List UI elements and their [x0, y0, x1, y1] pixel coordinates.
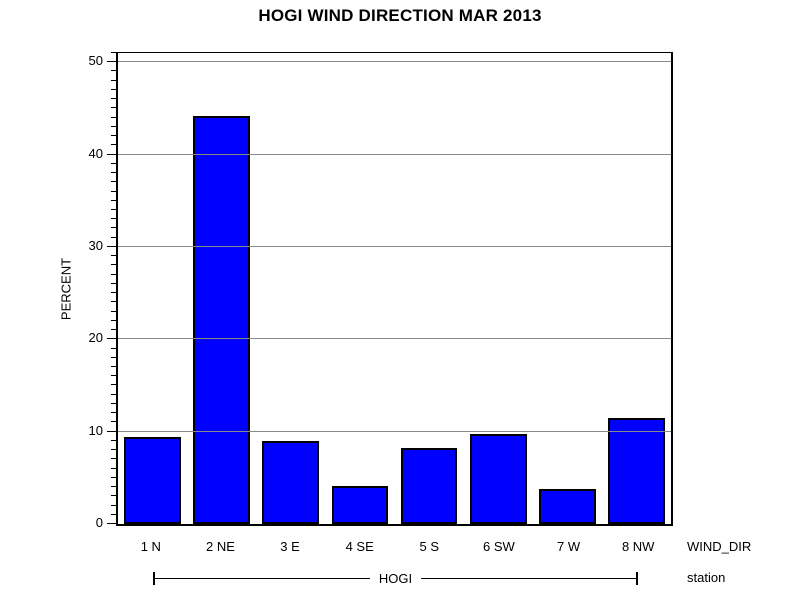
y-minor-tick-23: [111, 311, 116, 312]
y-minor-tick-1: [111, 514, 116, 515]
x-tick-label-1-n: 1 N: [140, 539, 161, 554]
y-minor-tick-42: [111, 135, 116, 136]
y-minor-tick-19: [111, 348, 116, 349]
y-minor-tick-21: [111, 329, 116, 330]
y-minor-tick-33: [111, 218, 116, 219]
y-minor-tick-49: [111, 70, 116, 71]
y-minor-tick-41: [111, 144, 116, 145]
plot-area: [116, 52, 673, 526]
y-major-tick-40: [107, 154, 116, 155]
station-bracket: HOGI: [153, 571, 639, 586]
y-minor-tick-37: [111, 181, 116, 182]
bar-1-n: [124, 437, 181, 524]
y-axis-tick-labels: 0 10 20 30 40 50: [56, 52, 103, 530]
y-minor-tick-7: [111, 458, 116, 459]
y-minor-tick-16: [111, 375, 116, 376]
x-tick-label-2-ne: 2 NE: [205, 539, 235, 554]
y-minor-tick-34: [111, 209, 116, 210]
bar-3-e: [262, 440, 320, 524]
gridline-40: [118, 153, 671, 155]
station-axis-label: station: [687, 570, 726, 585]
bar-4-se: [331, 486, 389, 524]
y-minor-tick-4: [111, 486, 116, 487]
y-minor-tick-51: [111, 52, 116, 53]
bar-7-w: [538, 488, 596, 524]
y-minor-tick-36: [111, 191, 116, 192]
y-minor-tick-2: [111, 505, 116, 506]
x-tick-label-4-se: 4 SE: [345, 539, 374, 554]
y-tick-label-50: 50: [88, 53, 103, 68]
chart-title: HOGI WIND DIRECTION MAR 2013: [258, 6, 542, 25]
y-minor-tick-13: [111, 403, 116, 404]
bar-2-ne: [193, 115, 251, 524]
gridline-10: [118, 430, 671, 432]
y-minor-tick-26: [111, 283, 116, 284]
y-minor-tick-29: [111, 255, 116, 256]
y-tick-label-30: 30: [88, 238, 103, 253]
y-major-tick-30: [107, 246, 116, 247]
y-minor-tick-12: [111, 412, 116, 413]
y-minor-tick-15: [111, 384, 116, 385]
y-minor-tick-44: [111, 117, 116, 118]
bracket-line-right: [421, 578, 637, 579]
y-minor-tick-3: [111, 495, 116, 496]
x-tick-label-3-e: 3 E: [280, 539, 300, 554]
x-tick-label-8-nw: 8 NW: [621, 539, 655, 554]
y-minor-tick-8: [111, 449, 116, 450]
gridline-30: [118, 245, 671, 247]
gridline-20: [118, 338, 671, 340]
y-minor-tick-28: [111, 264, 116, 265]
y-minor-tick-22: [111, 320, 116, 321]
y-minor-tick-43: [111, 126, 116, 127]
y-minor-tick-47: [111, 89, 116, 90]
y-minor-tick-46: [111, 98, 116, 99]
bracket-line-left: [155, 578, 370, 579]
y-minor-tick-17: [111, 366, 116, 367]
bar-8-nw: [608, 417, 665, 524]
bar-5-s: [400, 448, 458, 524]
y-minor-tick-25: [111, 292, 116, 293]
station-group-label: HOGI: [378, 571, 413, 586]
y-major-tick-10: [107, 431, 116, 432]
y-minor-tick-18: [111, 357, 116, 358]
y-minor-tick-14: [111, 394, 116, 395]
y-minor-tick-31: [111, 237, 116, 238]
y-tick-label-10: 10: [88, 423, 103, 438]
x-axis-name: WIND_DIR: [687, 539, 752, 554]
x-tick-label-7-w: 7 W: [557, 539, 581, 554]
y-major-tick-20: [107, 338, 116, 339]
y-minor-tick-9: [111, 440, 116, 441]
y-minor-tick-5: [111, 477, 116, 478]
y-major-tick-0: [107, 523, 116, 524]
x-tick-label-6-sw: 6 SW: [483, 539, 515, 554]
x-axis-tick-labels: 1 N 2 NE 3 E 4 SE 5 S 6 SW 7 W 8 NW: [116, 539, 673, 554]
gridline-50: [118, 61, 671, 63]
y-minor-tick-48: [111, 80, 116, 81]
x-tick-label-5-s: 5 S: [419, 539, 440, 554]
bracket-right-tick: [636, 572, 639, 585]
y-minor-tick-39: [111, 163, 116, 164]
y-minor-tick-45: [111, 107, 116, 108]
y-tick-label-20: 20: [88, 330, 103, 345]
y-minor-tick-27: [111, 274, 116, 275]
y-tick-label-0: 0: [95, 515, 103, 530]
bracket-left-tick: [153, 572, 155, 585]
y-minor-tick-11: [111, 421, 116, 422]
y-minor-tick-32: [111, 227, 116, 228]
y-minor-tick-24: [111, 301, 116, 302]
y-axis-ticks: [95, 52, 116, 526]
y-minor-tick-6: [111, 468, 116, 469]
bar-6-sw: [469, 433, 527, 524]
y-minor-tick-38: [111, 172, 116, 173]
y-minor-tick-35: [111, 200, 116, 201]
y-tick-label-40: 40: [88, 146, 103, 161]
y-major-tick-50: [107, 61, 116, 62]
